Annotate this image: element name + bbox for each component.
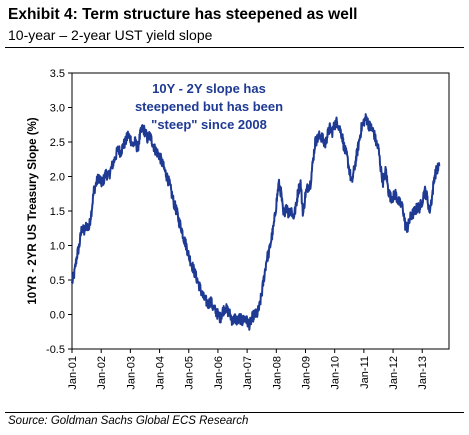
y-tick-label: 3.0 xyxy=(50,103,65,115)
x-tick-label: Jan-11 xyxy=(359,356,371,389)
x-tick-label: Jan-12 xyxy=(388,356,400,390)
x-tick-label: Jan-02 xyxy=(96,356,108,390)
y-axis-label: 10YR - 2YR US Treasury Slope (%) xyxy=(27,117,39,304)
x-tick-label: Jan-07 xyxy=(242,356,254,390)
y-tick-label: 2.0 xyxy=(50,172,65,184)
chart-subtitle: 10-year – 2-year UST yield slope xyxy=(8,27,213,43)
chart-axes xyxy=(68,72,450,353)
y-tick-labels: -0.5 0.0 0.5 1.0 1.5 2.0 2.5 3.0 3.5 xyxy=(46,68,65,356)
y-tick-label: 1.0 xyxy=(50,241,65,253)
chart-title: Exhibit 4: Term structure has steepened … xyxy=(8,6,358,23)
chart-annotation: 10Y - 2Y slope has steepened but has been… xyxy=(135,81,283,132)
y-tick-label: 1.5 xyxy=(50,206,65,218)
annotation-line: 10Y - 2Y slope has xyxy=(152,81,266,96)
header-rule xyxy=(5,47,464,48)
series-line xyxy=(71,113,441,331)
x-tick-label: Jan-03 xyxy=(125,356,137,390)
y-tick-label: -0.5 xyxy=(46,344,65,356)
y-tick-label: 0.5 xyxy=(50,275,65,287)
y-tick-label: 0.0 xyxy=(50,310,65,322)
annotation-line: steepened but has been xyxy=(135,99,283,114)
x-tick-label: Jan-06 xyxy=(213,356,225,390)
source-note: Source: Goldman Sachs Global ECS Researc… xyxy=(8,415,249,427)
footer-rule xyxy=(5,412,464,413)
series-group xyxy=(71,113,441,331)
x-tick-label: Jan-09 xyxy=(300,356,312,390)
annotation-line: "steep" since 2008 xyxy=(151,117,267,132)
x-tick-label: Jan-08 xyxy=(271,356,283,390)
x-tick-label: Jan-01 xyxy=(67,356,79,390)
x-tick-labels: Jan-01 Jan-02 Jan-03 Jan-04 Jan-05 Jan-06 Jan-… xyxy=(67,356,429,390)
y-tick-label: 3.5 xyxy=(50,68,65,80)
x-tick-label: Jan-10 xyxy=(330,356,342,390)
x-tick-label: Jan-05 xyxy=(184,356,196,390)
plot-frame xyxy=(71,72,450,350)
x-tick-label: Jan-13 xyxy=(417,356,429,390)
x-tick-label: Jan-04 xyxy=(155,356,167,390)
y-tick-label: 2.5 xyxy=(50,137,65,149)
